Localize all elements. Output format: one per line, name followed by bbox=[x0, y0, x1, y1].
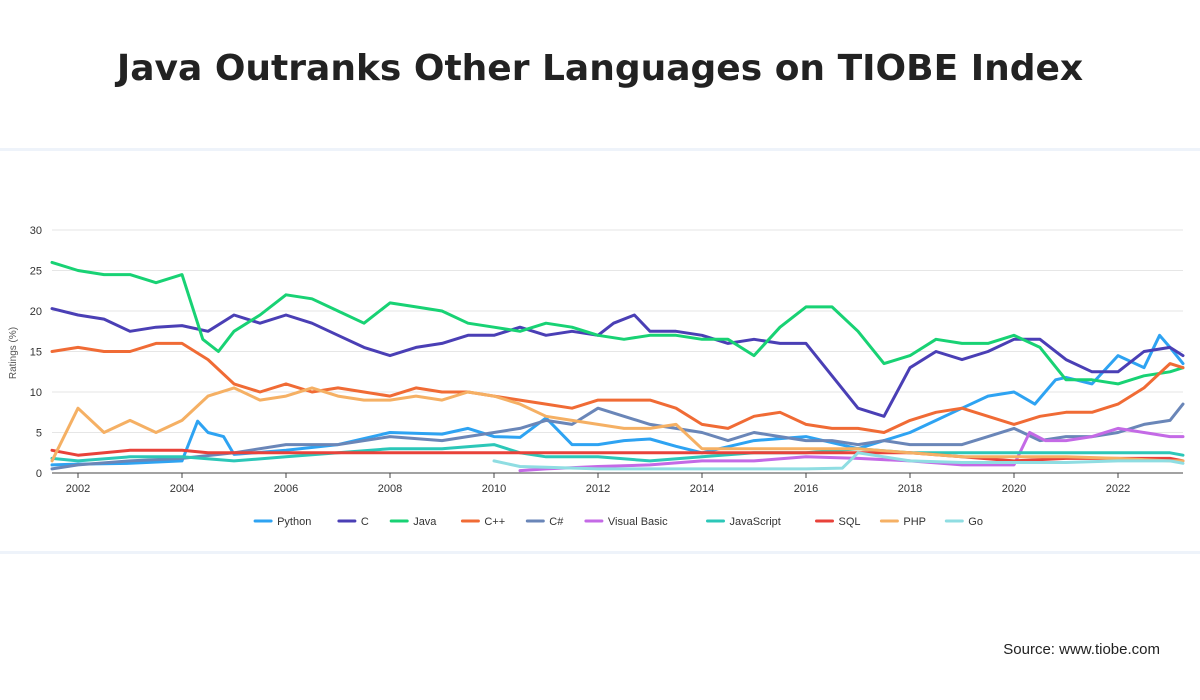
legend-label: JavaScript bbox=[730, 516, 781, 528]
legend-label: PHP bbox=[903, 516, 926, 528]
x-tick-label: 2006 bbox=[274, 483, 298, 495]
series-line-c bbox=[50, 307, 1185, 418]
y-tick-label: 15 bbox=[30, 347, 42, 359]
y-tick-label: 10 bbox=[30, 387, 42, 399]
legend-item[interactable]: Java bbox=[389, 516, 437, 528]
series-line-php bbox=[50, 386, 1185, 463]
series-line-javascript bbox=[50, 443, 1185, 463]
x-tick-label: 2004 bbox=[170, 483, 194, 495]
x-tick-label: 2022 bbox=[1106, 483, 1130, 495]
legend-item[interactable]: C bbox=[337, 516, 369, 528]
y-tick-label: 20 bbox=[30, 306, 42, 318]
grid-lines bbox=[52, 229, 1183, 474]
series-line-java bbox=[50, 260, 1185, 386]
legend-item[interactable]: Go bbox=[944, 516, 983, 528]
x-tick-label: 2012 bbox=[586, 483, 610, 495]
chart-title: Java Outranks Other Languages on TIOBE I… bbox=[116, 48, 1084, 89]
series-lines bbox=[50, 260, 1185, 473]
x-tick-label: 2020 bbox=[1002, 483, 1026, 495]
series-line-c bbox=[50, 402, 1185, 471]
legend-item[interactable]: PHP bbox=[879, 516, 926, 528]
series-line-go bbox=[492, 451, 1185, 471]
legend-item[interactable]: Python bbox=[253, 516, 311, 528]
x-tick-labels: 2002 2004 2006 2008 2010 2012 2014 2016 2018 2020… bbox=[66, 473, 1130, 495]
legend-label: C bbox=[361, 516, 369, 528]
x-tick-label: 2002 bbox=[66, 483, 90, 495]
legend-label: Python bbox=[277, 516, 311, 528]
y-tick-label: 25 bbox=[30, 266, 42, 278]
y-tick-label: 0 bbox=[36, 468, 42, 480]
series-line-c bbox=[50, 341, 1185, 434]
series-line-python bbox=[50, 333, 1185, 467]
x-tick-label: 2018 bbox=[898, 483, 922, 495]
y-tick-label: 30 bbox=[30, 225, 42, 237]
legend-item[interactable]: Visual Basic bbox=[584, 516, 668, 528]
y-tick-labels: 0 5 10 15 20 25 30 bbox=[30, 225, 42, 480]
legend-label: Visual Basic bbox=[608, 516, 668, 528]
legend-item[interactable]: C++ bbox=[460, 516, 505, 528]
legend-label: SQL bbox=[839, 516, 861, 528]
series-line-visual-basic bbox=[518, 426, 1185, 473]
x-tick-label: 2008 bbox=[378, 483, 402, 495]
legend: Python C Java C++ C# Visual Basic JavaScript SQ… bbox=[253, 516, 983, 528]
y-axis-label: Ratings (%) bbox=[8, 327, 19, 379]
source-note: Source: www.tiobe.com bbox=[1003, 641, 1160, 658]
legend-label: Go bbox=[968, 516, 983, 528]
y-tick-label: 5 bbox=[36, 428, 42, 440]
line-chart: 0 5 10 15 20 25 30 2002 2004 2006 2008 2010 2012 201… bbox=[8, 225, 1185, 528]
x-tick-label: 2010 bbox=[482, 483, 506, 495]
x-tick-label: 2014 bbox=[690, 483, 714, 495]
legend-item[interactable]: JavaScript bbox=[706, 516, 781, 528]
legend-item[interactable]: C# bbox=[525, 516, 564, 528]
x-tick-label: 2016 bbox=[794, 483, 818, 495]
legend-label: C# bbox=[549, 516, 564, 528]
legend-item[interactable]: SQL bbox=[815, 516, 861, 528]
legend-label: Java bbox=[413, 516, 437, 528]
legend-label: C++ bbox=[484, 516, 505, 528]
